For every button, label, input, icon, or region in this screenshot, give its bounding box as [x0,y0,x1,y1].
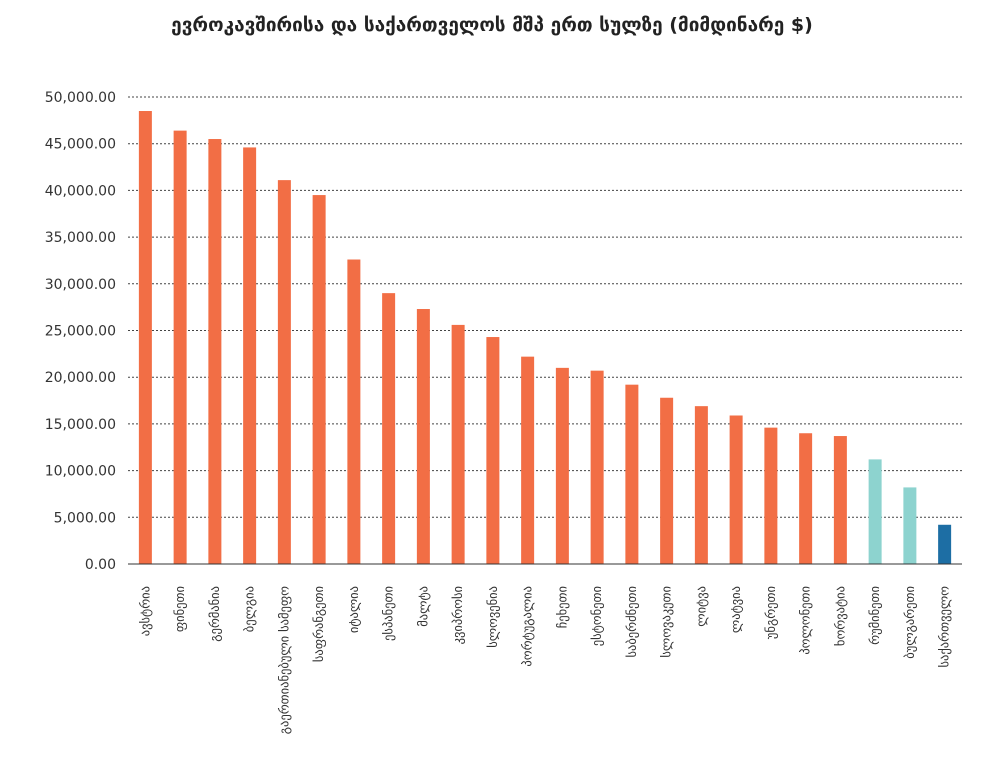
y-tick-label: 25,000.00 [45,324,116,340]
x-tick-label: ბულგარეთი [902,586,917,659]
x-tick-label: საქართველო [937,586,952,668]
bar [243,147,257,564]
x-tick-label: იტალია [346,586,361,633]
x-tick-label: გაერთიანებული სამეფო [276,586,291,734]
x-tick-label: მალტა [415,586,430,627]
bar [625,384,639,564]
bar [277,180,291,564]
bar [382,293,396,564]
y-axis-ticks: 0.00 5,000.00 10,000.00 15,000.00 20,000.00 2… [45,90,116,573]
x-tick-label: პოლონეთი [798,586,813,655]
bar [903,487,917,564]
bar [451,324,465,564]
bar [555,367,569,564]
x-tick-label: პორტუგალია [520,586,535,667]
y-tick-label: 35,000.00 [45,230,116,246]
y-tick-label: 45,000.00 [45,137,116,153]
x-tick-label: ესპანეთი [381,586,396,641]
x-tick-label: გერმანია [207,586,222,642]
y-tick-label: 40,000.00 [45,183,116,199]
y-tick-label: 20,000.00 [45,370,116,386]
bar [173,130,187,564]
y-tick-label: 30,000.00 [45,277,116,293]
x-tick-label: სლოვენია [485,586,500,648]
bar [799,433,813,564]
x-tick-label: ბელგია [242,586,257,632]
bar [729,415,743,564]
y-tick-label: 0.00 [85,557,116,573]
bar [938,524,952,564]
bar [138,111,152,564]
x-tick-label: ფინეთი [172,586,187,632]
x-tick-label: ლატვია [728,586,743,633]
x-tick-label: ესტონეთი [589,586,604,646]
x-tick-label: ავსტრია [137,586,152,636]
y-tick-label: 5,000.00 [54,510,116,526]
bar [660,397,674,564]
bar [694,406,708,564]
chart-title: ევროკავშირისა და საქართველოს მშპ ერთ სულ… [171,14,813,36]
y-tick-label: 10,000.00 [45,464,116,480]
x-tick-label: საფრანგეთი [311,586,326,662]
bar [590,370,604,564]
gridlines [128,96,962,518]
bar [521,356,535,564]
y-tick-label: 15,000.00 [45,417,116,433]
x-tick-label: ლიტვა [693,586,708,627]
x-tick-label: ჩეხეთი [554,586,569,628]
x-axis-ticks: ავსტრია ფინეთი გერმანია ბელგია გაერთიანებული… [137,586,951,734]
x-tick-label: რუმინეთი [867,586,882,645]
y-tick-label: 50,000.00 [45,90,116,106]
bar [312,195,326,564]
x-tick-label: უნგრეთი [763,586,778,639]
bar [416,309,430,564]
bars [138,111,952,564]
bar [208,139,222,564]
x-tick-label: საბერძნეთი [624,586,639,658]
bar [833,436,847,564]
x-tick-label: სლოვაკეთი [659,586,674,658]
bar [486,337,500,564]
x-tick-label: კვიპროსი [450,586,465,644]
x-tick-label: ხორვატია [832,586,847,646]
bar [347,259,361,564]
bar [868,459,882,564]
bar [764,427,778,564]
